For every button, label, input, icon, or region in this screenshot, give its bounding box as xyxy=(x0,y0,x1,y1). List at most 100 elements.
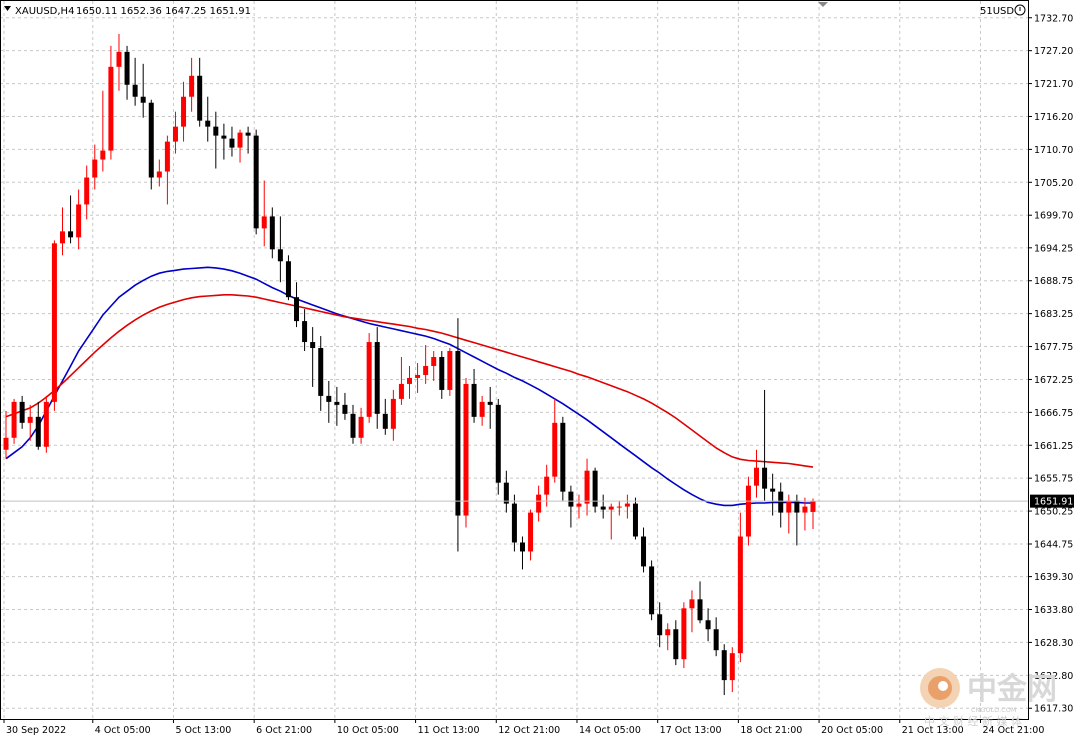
candle-body xyxy=(285,261,291,298)
x-tick-label: 14 Oct 05:00 xyxy=(579,725,641,736)
candle-body xyxy=(681,608,687,660)
candle-body xyxy=(415,374,421,378)
candle-body xyxy=(124,51,130,85)
candle xyxy=(84,165,90,220)
candle xyxy=(665,623,671,651)
candle xyxy=(366,333,372,423)
candle xyxy=(697,581,703,624)
chevron-down-icon[interactable] xyxy=(818,2,828,7)
candle xyxy=(705,608,711,642)
watermark-url: CNGOLD.COM xyxy=(971,706,1017,714)
candle-body xyxy=(164,141,170,172)
candle-body xyxy=(221,135,227,139)
candle xyxy=(745,476,751,546)
candle-body xyxy=(649,566,655,615)
candle xyxy=(495,398,501,495)
ohlc-readout: 1650.11 1652.36 1647.25 1651.91 xyxy=(76,6,251,17)
candle xyxy=(197,57,203,127)
power-icon[interactable] xyxy=(1014,4,1026,16)
candle-body xyxy=(754,467,760,486)
candle xyxy=(245,126,251,154)
plot-frame xyxy=(0,0,1029,720)
watermark-subtitle: 中 文 财 经 新 媒 体 xyxy=(924,714,1022,728)
candle xyxy=(415,362,421,393)
candle xyxy=(479,395,485,426)
candle-body xyxy=(92,159,98,178)
x-tick-label: 21 Oct 13:00 xyxy=(902,725,964,736)
candle xyxy=(221,123,227,160)
y-tick-label: 1705.20 xyxy=(1034,178,1073,189)
x-tick-label: 18 Oct 21:00 xyxy=(740,725,802,736)
watermark-text: 中金网 xyxy=(967,672,1057,707)
y-tick-label: 1639.30 xyxy=(1034,572,1073,583)
candle xyxy=(794,494,800,546)
candle-body xyxy=(778,491,784,513)
candle xyxy=(503,470,509,513)
y-tick-label: 1666.75 xyxy=(1034,408,1073,419)
candle-body xyxy=(770,488,776,492)
candle-body xyxy=(544,476,550,495)
candle-body xyxy=(624,503,630,507)
y-tick-label: 1617.30 xyxy=(1034,704,1073,715)
last-price-text: 1651.91 xyxy=(1034,497,1073,508)
candle-body xyxy=(108,66,114,151)
candle xyxy=(156,159,162,187)
candle-body xyxy=(277,249,283,262)
candle-body xyxy=(600,506,606,510)
x-axis: 30 Sep 2022 4 Oct 05:00 5 Oct 13:00 6 Oct 2… xyxy=(3,719,1044,736)
candle-body xyxy=(762,467,768,489)
y-axis: 1732.70 1727.20 1721.70 1716.20 1710.70 1705.… xyxy=(1028,13,1073,715)
candle-body xyxy=(269,216,275,250)
candle xyxy=(229,126,235,157)
candle-body xyxy=(536,494,542,513)
candle-body xyxy=(366,342,372,417)
candle xyxy=(382,398,388,435)
y-tick-label: 1727.20 xyxy=(1034,46,1073,57)
candle xyxy=(27,404,33,441)
candle-body xyxy=(455,351,461,516)
candle-body xyxy=(528,512,534,552)
candle xyxy=(576,494,582,519)
candle-body xyxy=(140,96,146,103)
candle xyxy=(132,57,138,106)
candle xyxy=(729,647,735,693)
candle xyxy=(802,497,808,531)
candle xyxy=(164,135,170,205)
candle-body xyxy=(479,401,485,417)
candle-body xyxy=(576,503,582,507)
candle xyxy=(59,207,65,256)
x-tick-label: 30 Sep 2022 xyxy=(6,725,66,736)
candle-body xyxy=(552,422,558,477)
candle-body xyxy=(156,171,162,178)
candle xyxy=(552,398,558,483)
candle-body xyxy=(641,536,647,567)
candle xyxy=(770,473,776,516)
candle-body xyxy=(511,503,517,543)
candle-body xyxy=(76,204,82,238)
candle xyxy=(342,392,348,420)
candle xyxy=(754,449,760,498)
candle xyxy=(439,351,445,399)
candle-body xyxy=(802,506,808,513)
ma-line-slow xyxy=(5,293,814,468)
y-tick-label: 1721.70 xyxy=(1034,79,1073,90)
candle xyxy=(51,240,57,411)
last-price-label: 1651.91 xyxy=(1030,494,1074,508)
candle xyxy=(487,386,493,429)
candle xyxy=(390,389,396,441)
candle xyxy=(310,327,316,387)
candle xyxy=(92,144,98,190)
y-tick-label: 1694.25 xyxy=(1034,243,1073,254)
candle-body xyxy=(382,413,388,429)
candle-body xyxy=(213,126,219,136)
candle xyxy=(431,351,437,381)
candle xyxy=(237,129,243,163)
candle-body xyxy=(697,599,703,621)
candle xyxy=(302,309,308,352)
candle-body xyxy=(705,620,711,630)
candle xyxy=(681,602,687,669)
candle-body xyxy=(721,650,727,681)
candle xyxy=(624,494,630,519)
candle xyxy=(778,482,784,528)
